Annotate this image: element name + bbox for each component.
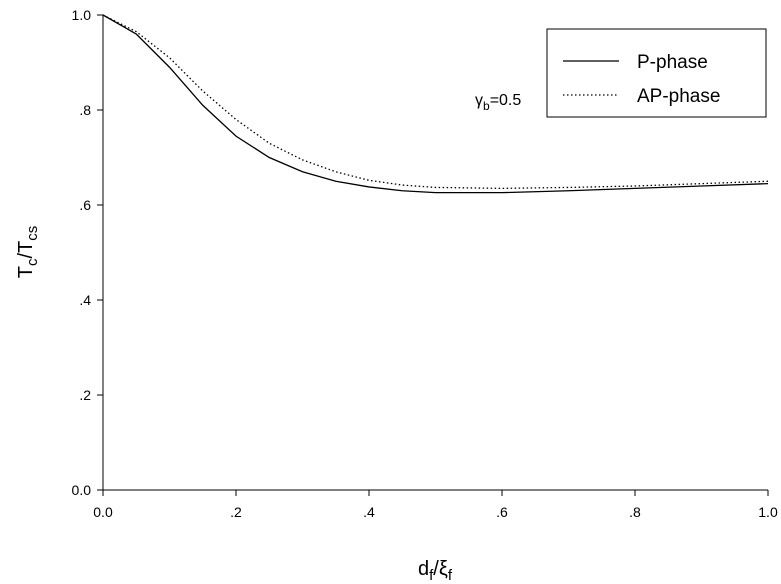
x-tick-label: 1.0 — [758, 504, 778, 520]
legend-box — [546, 28, 767, 118]
data-line — [102, 14, 769, 190]
y-tick-label: .4 — [79, 292, 91, 308]
annotation-part: γ — [475, 92, 483, 109]
y-tick-label: .8 — [79, 102, 91, 118]
x-tick-label: .2 — [230, 504, 242, 520]
x-tick-label: .8 — [629, 504, 641, 520]
x-tick-label: .4 — [363, 504, 375, 520]
annotation-part: =0.5 — [490, 92, 522, 109]
y-label-part: cs — [24, 226, 41, 241]
x-label-part: /ξ — [433, 558, 448, 580]
y-tick-label: 0.0 — [72, 482, 92, 498]
y-label-part: /T — [15, 241, 37, 259]
y-label-part: T — [15, 266, 37, 278]
y-axis-label: Tc/Tcs — [15, 226, 41, 279]
y-tick-label: .2 — [79, 387, 91, 403]
y-tick-label: 1.0 — [72, 7, 92, 23]
annotation: γb=0.5 — [475, 92, 521, 113]
legend-label: AP-phase — [637, 86, 720, 107]
annotation-part: b — [483, 99, 490, 113]
x-label-part: f — [429, 567, 434, 584]
y-label-part: c — [24, 258, 41, 266]
x-label-part: d — [418, 558, 429, 580]
x-tick-label: 0.0 — [93, 504, 113, 520]
legend-label: P-phase — [637, 52, 708, 73]
data-line — [102, 14, 769, 194]
x-axis-label: df/ξf — [418, 558, 453, 584]
x-label-part: f — [448, 567, 453, 584]
y-tick-label: .6 — [79, 197, 91, 213]
x-tick-label: .6 — [496, 504, 508, 520]
